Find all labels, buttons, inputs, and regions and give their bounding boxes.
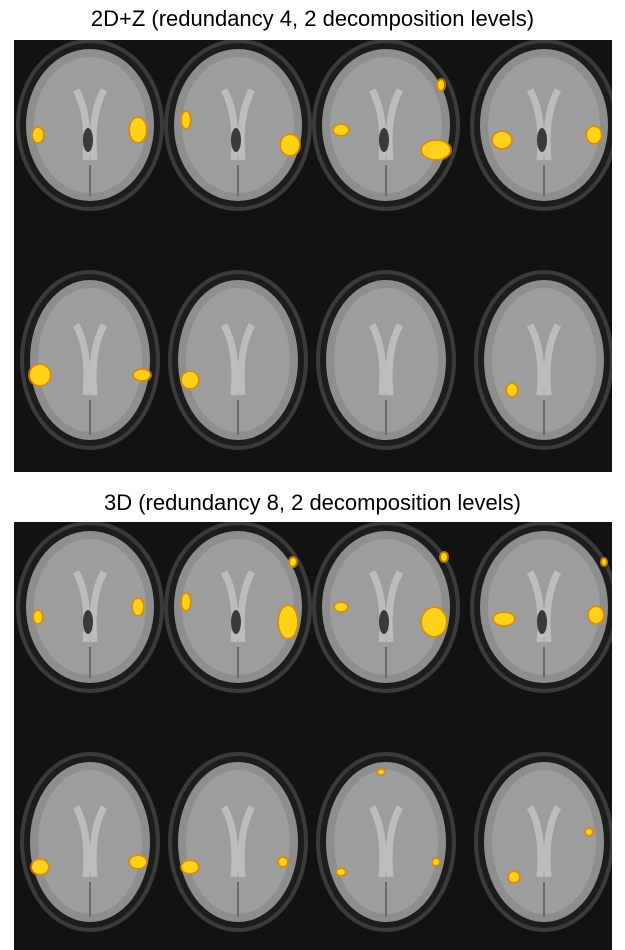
brain-slice (170, 754, 306, 930)
activation (602, 559, 606, 565)
brain-slice (22, 272, 158, 448)
activation (507, 384, 517, 396)
brain-slice (166, 523, 310, 691)
activation (509, 872, 519, 882)
brain-slice (318, 272, 454, 448)
activation (433, 859, 439, 865)
activation (134, 370, 150, 380)
panel-title: 3D (redundancy 8, 2 decomposition levels… (0, 490, 625, 516)
activation (130, 856, 146, 868)
activation (378, 770, 384, 774)
image-panel (14, 40, 612, 472)
brain-slice (314, 523, 458, 691)
panel-title: 2D+Z (redundancy 4, 2 decomposition leve… (0, 6, 625, 32)
activation (494, 613, 514, 625)
dark-spot (83, 128, 93, 152)
activation (441, 553, 447, 561)
brain-slice (18, 523, 162, 691)
brain-slice (314, 41, 458, 209)
activation (422, 141, 450, 159)
activation (438, 80, 444, 90)
brain-slice (476, 272, 612, 448)
activation (182, 861, 198, 873)
activation (422, 608, 446, 636)
activation (32, 860, 48, 874)
dark-spot (537, 610, 547, 634)
dark-spot (231, 610, 241, 634)
brain-slice (166, 41, 310, 209)
brain-slice (472, 523, 612, 691)
activation (493, 132, 511, 148)
activation (182, 372, 198, 388)
brain-slice (22, 754, 158, 930)
activation (279, 858, 287, 866)
activation (290, 558, 296, 566)
brain-slice (476, 754, 612, 930)
activation (182, 594, 190, 610)
brain-slice (472, 41, 612, 209)
activation (586, 829, 592, 835)
activation (30, 365, 50, 385)
activation (337, 869, 345, 875)
activation (130, 118, 146, 142)
activation (279, 606, 297, 638)
activation (133, 599, 143, 615)
brain-slice (318, 754, 454, 930)
activation (589, 607, 603, 623)
page: 2D+Z (redundancy 4, 2 decomposition leve… (0, 0, 625, 950)
dark-spot (537, 128, 547, 152)
activation (335, 603, 347, 611)
activation (182, 112, 190, 128)
dark-spot (379, 610, 389, 634)
brain-slice (18, 41, 162, 209)
dark-spot (379, 128, 389, 152)
activation (587, 127, 601, 143)
activation (334, 125, 348, 135)
activation (281, 135, 299, 155)
dark-spot (83, 610, 93, 634)
activation (33, 128, 43, 142)
image-panel (14, 522, 612, 950)
brain-slice (170, 272, 306, 448)
dark-spot (231, 128, 241, 152)
activation (34, 611, 42, 623)
